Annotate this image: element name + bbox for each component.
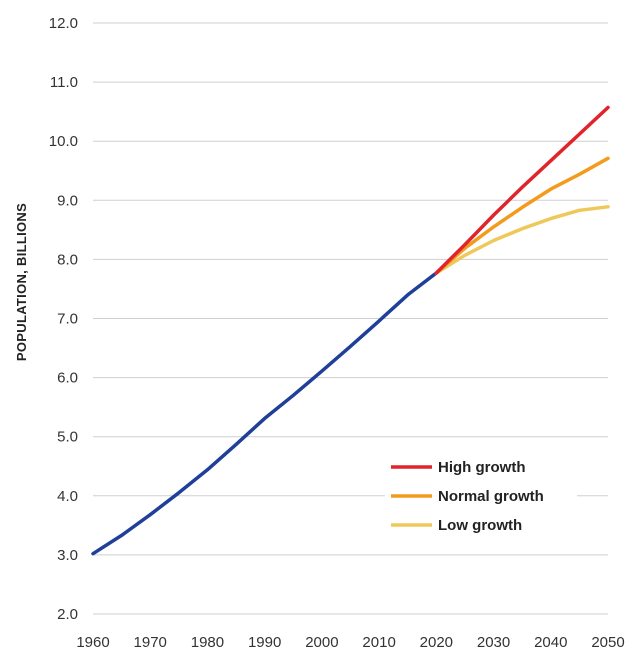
x-tick-label: 2050: [591, 634, 624, 651]
y-tick-label: 6.0: [57, 370, 78, 387]
historical-line: [91, 271, 439, 556]
grid-lines: [93, 22, 608, 615]
high-growth-line: [434, 105, 610, 275]
normal-growth-line: [434, 156, 610, 275]
y-tick-label: 9.0: [57, 192, 78, 209]
x-tick-label: 2010: [362, 634, 395, 651]
y-tick-label: 11.0: [50, 74, 78, 91]
legend-label: High growth: [438, 459, 525, 476]
legend-label: Low growth: [438, 517, 522, 534]
legend-label: Normal growth: [438, 488, 544, 505]
x-tick-label: 1960: [76, 634, 109, 651]
series-lines: [91, 105, 610, 556]
x-tick-label: 2030: [477, 634, 510, 651]
y-tick-label: 2.0: [57, 606, 78, 623]
y-tick-label: 12.0: [49, 15, 78, 32]
x-tick-label: 2040: [534, 634, 567, 651]
y-tick-label: 3.0: [57, 547, 78, 564]
y-tick-label: 5.0: [57, 429, 78, 446]
x-tick-label: 1980: [191, 634, 224, 651]
x-tick-labels: 1960 1970 1980 1990 2000 2010 2020 2030 2040 2050: [76, 634, 624, 651]
y-tick-label: 10.0: [49, 133, 78, 150]
y-tick-label: 8.0: [57, 251, 78, 268]
x-tick-label: 1990: [248, 634, 281, 651]
y-tick-label: 4.0: [57, 488, 78, 505]
legend: High growth Normal growth Low growth: [385, 455, 577, 539]
x-tick-label: 2000: [305, 634, 338, 651]
y-axis-label: POPULATION, BILLIONS: [14, 203, 29, 361]
y-tick-labels: 2.0 3.0 4.0 5.0 6.0 7.0 8.0 9.0 10.0 11.0 12.0: [49, 15, 78, 623]
x-tick-label: 1970: [134, 634, 167, 651]
x-tick-label: 2020: [420, 634, 453, 651]
low-growth-line: [434, 205, 610, 275]
y-tick-label: 7.0: [57, 311, 78, 328]
